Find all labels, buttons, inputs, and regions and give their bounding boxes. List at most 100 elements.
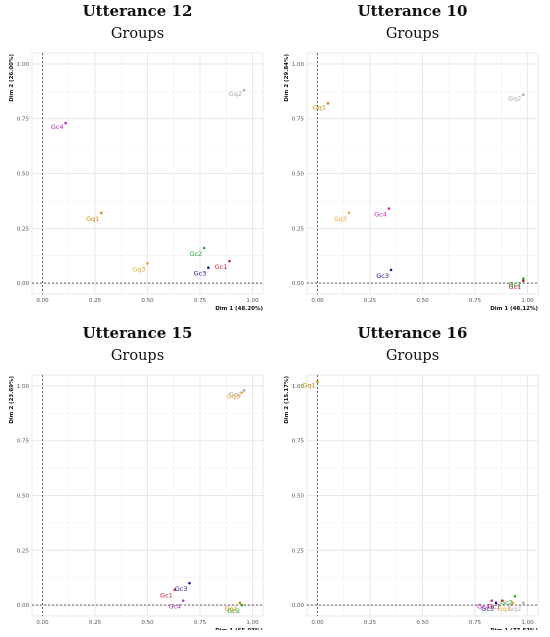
point-label: Gq3 [227,393,240,401]
y-tick-label: 0.75 [17,439,30,445]
data-point [228,259,231,263]
data-point [188,581,191,585]
y-tick-label: 1.00 [17,384,30,390]
panel-utterance-15: Utterance 15 Groups 0.00 0.25 0.50 0.75 1.00… [0,322,275,637]
point-label: Gq2 [229,90,242,98]
y-axis-label: Dim 2 (23.69%) [9,376,15,424]
chart-subtitle: Groups [385,348,440,364]
data-point [146,262,149,265]
chart-subtitle: Groups [385,26,440,42]
x-tick-label: 0.50 [141,298,154,304]
x-tick-label: 0.50 [141,620,154,626]
x-tick-label: 0.50 [416,298,429,304]
point-label: Gq1 [225,605,238,613]
y-tick-label: 0.50 [292,172,305,178]
data-point [347,211,351,215]
data-point [326,102,330,105]
data-point [387,207,391,210]
point-label: Gc1 [509,283,522,291]
y-tick-label: 0.50 [292,494,305,500]
y-tick-label: 1.00 [17,62,30,68]
chart-subtitle: Groups [110,26,165,42]
point-label: Gc1 [160,592,173,600]
data-point [242,88,246,92]
y-tick-label: 0.00 [292,603,305,609]
point-label: Gq2 [508,95,521,103]
x-tick-label: 0.00 [311,620,324,626]
x-tick-label: 1.00 [246,298,259,304]
scatter-plot: 0.00 0.25 0.50 0.75 1.00 0.00 0.25 0.50 0.75 1.00… [284,52,538,312]
data-point [173,588,177,592]
x-tick-label: 0.00 [36,298,49,304]
point-label: Gq1 [302,382,315,390]
x-tick-label: 0.75 [469,298,482,304]
data-point [511,601,515,605]
point-label: Gc2 [227,607,240,615]
x-tick-label: 0.75 [194,298,207,304]
x-tick-label: 0.25 [364,620,377,626]
point-label: Gc1 [488,603,501,611]
point-label: Gc4 [168,603,181,611]
x-tick-label: 1.00 [521,620,534,626]
point-label: Gc3 [481,605,494,613]
x-axis-label: Dim 1 (48.20%) [215,306,263,312]
data-point [522,279,525,283]
data-point [522,601,525,605]
y-tick-label: 0.25 [292,226,305,232]
y-tick-label: 0.00 [17,603,30,609]
data-point [316,380,319,383]
y-axis-label: Dim 2 (26.00%) [9,54,15,102]
y-tick-label: 0.50 [17,172,30,178]
point-label: Gq3 [132,265,145,273]
point-label: Gc4 [374,211,387,219]
point-label: Gq3 [334,215,347,223]
chart-title: Utterance 15 [82,324,193,342]
point-label: Gc2 [509,281,522,289]
data-point [240,603,244,607]
data-point [207,266,210,270]
data-point [522,277,525,280]
x-tick-label: 0.50 [416,620,429,626]
x-tick-label: 0.25 [364,298,377,304]
y-tick-label: 0.25 [292,548,305,554]
point-label: Gc3 [175,585,188,593]
chart-title: Utterance 12 [82,2,193,20]
y-tick-label: 0.75 [292,439,305,445]
point-label: Gq1 [313,103,326,111]
data-point [490,599,494,602]
x-tick-label: 0.00 [311,298,324,304]
point-label: Gc3 [194,270,207,278]
y-tick-label: 0.75 [17,117,30,123]
point-label: Gc4 [477,603,490,611]
point-label: Gq2 [229,390,242,398]
data-point [100,211,103,215]
y-axis-label: Dim 2 (29.84%) [284,54,290,102]
y-tick-label: 0.00 [17,281,30,287]
point-label: Gq1 [86,215,99,223]
chart-subtitle: Groups [110,348,165,364]
panel-utterance-10: Utterance 10 Groups 0.00 0.25 0.50 0.75 1.00… [275,0,550,315]
data-point [242,389,246,392]
y-tick-label: 0.25 [17,226,30,232]
data-point [501,599,504,602]
y-tick-label: 1.00 [292,384,305,390]
data-point [238,601,242,605]
data-point [240,391,244,394]
x-axis-label: Dim 1 (65.03%) [215,628,263,630]
x-tick-label: 1.00 [246,620,259,626]
data-point [181,599,185,602]
data-point [202,246,206,250]
y-tick-label: 0.75 [292,117,305,123]
y-tick-label: 0.50 [17,494,30,500]
y-axis-label: Dim 2 (15.17%) [284,376,290,424]
x-axis-label: Dim 1 (77.57%) [490,628,538,630]
y-tick-label: 1.00 [292,62,305,68]
panel-utterance-12: Utterance 12 Groups 0.00 0.25 0.50 0.75 1.00… [0,0,275,315]
data-point [513,594,517,598]
scatter-plot: 0.00 0.25 0.50 0.75 1.00 0.00 0.25 0.50 0.75 1.00… [9,52,263,312]
chart-title: Utterance 10 [357,2,468,20]
scatter-plot: 0.00 0.25 0.50 0.75 1.00 0.00 0.25 0.50 0.75 1.00… [284,374,538,630]
point-label: Gc4 [51,123,64,131]
y-tick-label: 0.00 [292,281,305,287]
x-tick-label: 0.25 [89,298,102,304]
